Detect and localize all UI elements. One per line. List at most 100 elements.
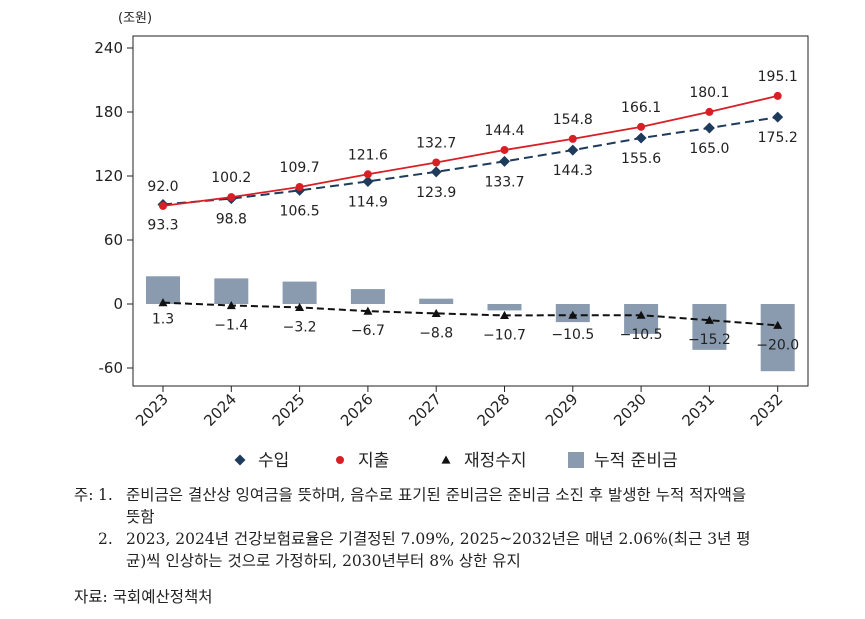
label-재정수지-2027: −8.8 <box>419 325 453 341</box>
x-tick-label: 2031 <box>678 390 718 430</box>
label-재정수지-2031: −15.2 <box>688 332 731 348</box>
label-지출-2032: 195.1 <box>758 69 798 85</box>
label-수입-2029: 144.3 <box>553 163 593 179</box>
label-지출-2024: 100.2 <box>211 170 251 186</box>
y-tick-label: -60 <box>99 359 124 377</box>
note-1-continued: 뜻함 <box>74 506 834 528</box>
legend-marker-재정수지 <box>441 455 451 464</box>
label-재정수지-2032: −20.0 <box>756 337 799 353</box>
point-재정수지-2028 <box>500 310 509 320</box>
chart: (조원) 240 180 120 60 0 -60 2023 2024 2025 2026 2027… <box>94 11 809 471</box>
x-tick-label: 2026 <box>337 390 377 430</box>
x-tick-label: 2023 <box>132 390 172 430</box>
line-지출 <box>162 95 778 207</box>
legend-marker-수입 <box>234 454 246 466</box>
note-2-continued: 균)씩 인상하는 것으로 가정하되, 2030년부터 8% 상한 유지 <box>74 550 834 572</box>
y-tick-label: 120 <box>94 167 123 185</box>
point-재정수지-2025 <box>295 302 305 312</box>
x-tick-label: 2029 <box>542 390 582 430</box>
label-재정수지-2025: −3.2 <box>283 319 317 335</box>
note-text: 준비금은 결산상 잉여금을 뜻하며, 음수로 표기된 준비금은 준비금 소진 후… <box>126 486 747 504</box>
y-tick-label: 0 <box>113 295 123 313</box>
unit-label: (조원) <box>118 11 152 26</box>
legend-label-수입: 수입 <box>258 451 289 471</box>
point-지출-2023 <box>159 201 167 210</box>
point-수입-2029 <box>567 144 579 156</box>
label-수입-2031: 165.0 <box>689 141 729 157</box>
legend-swatch-누적 준비금 <box>568 452 584 468</box>
line-재정수지 <box>162 301 778 327</box>
point-재정수지-2023 <box>158 298 168 307</box>
x-tick-label: 2024 <box>200 390 240 430</box>
note-number: 1. <box>98 486 113 504</box>
label-지출-2030: 166.1 <box>621 100 661 116</box>
point-수입-2026 <box>362 175 374 187</box>
point-지출-2026 <box>363 170 372 179</box>
y-tick-label: 240 <box>94 39 123 57</box>
point-재정수지-2030 <box>636 310 646 319</box>
point-지출-2031 <box>705 107 714 116</box>
label-지출-2027: 132.7 <box>416 135 456 151</box>
label-지출-2023: 92.0 <box>147 179 178 195</box>
note-prefix: 주: <box>74 486 94 504</box>
point-지출-2032 <box>773 91 782 100</box>
y-tick-label: 180 <box>94 103 123 121</box>
label-재정수지-2026: −6.7 <box>351 323 385 339</box>
point-수입-2032 <box>772 111 784 123</box>
point-재정수지-2024 <box>226 300 236 310</box>
x-tick-label: 2030 <box>610 390 650 430</box>
point-재정수지-2026 <box>363 306 373 315</box>
label-지출-2029: 154.8 <box>553 112 593 128</box>
data-labels: 92.0 93.3 1.3 100.2 98.8 −1.4 109.7 106.5 −3.2 12… <box>147 69 799 353</box>
label-수입-2030: 155.6 <box>621 151 661 167</box>
point-지출-2027 <box>432 158 441 167</box>
line-series <box>157 91 784 329</box>
legend-label-누적 준비금: 누적 준비금 <box>594 451 678 471</box>
x-tick-label: 2027 <box>405 390 445 430</box>
legend-label-지출: 지출 <box>358 451 389 471</box>
line-수입 <box>162 116 778 206</box>
point-지출-2028 <box>500 145 509 154</box>
label-재정수지-2030: −10.5 <box>620 327 663 343</box>
x-tick-label: 2025 <box>269 390 309 430</box>
source: 자료: 국회예산정책처 <box>74 588 213 606</box>
note-number: 2. <box>98 530 113 548</box>
point-재정수지-2031 <box>704 315 714 324</box>
label-지출-2025: 109.7 <box>280 160 320 176</box>
bar-2027 <box>419 298 454 304</box>
point-수입-2030 <box>635 132 647 144</box>
bar-2031 <box>692 304 727 350</box>
label-재정수지-2023: 1.3 <box>152 312 174 328</box>
point-재정수지-2032 <box>773 320 783 329</box>
point-지출-2025 <box>295 182 304 191</box>
point-지출-2029 <box>568 134 577 143</box>
label-재정수지-2029: −10.5 <box>551 327 594 343</box>
label-재정수지-2024: −1.4 <box>214 317 248 333</box>
bar-2025 <box>282 281 317 304</box>
point-재정수지-2027 <box>431 308 441 317</box>
note-1: 주: 1. 준비금은 결산상 잉여금을 뜻하며, 음수로 표기된 준비금은 준비… <box>74 484 834 506</box>
bar-2032 <box>760 304 795 372</box>
label-수입-2027: 123.9 <box>416 185 456 201</box>
y-tick-label: 60 <box>104 231 123 249</box>
point-재정수지-2029 <box>568 310 578 319</box>
x-tick-label: 2028 <box>474 390 514 430</box>
note-text: 2023, 2024년 건강보험료율은 기결정된 7.09%, 2025~203… <box>126 530 751 548</box>
label-수입-2023: 93.3 <box>147 217 178 233</box>
label-수입-2025: 106.5 <box>280 203 320 219</box>
label-재정수지-2028: −10.7 <box>483 327 526 343</box>
bar-2030 <box>624 304 659 334</box>
label-수입-2032: 175.2 <box>758 130 798 146</box>
plot-frame <box>132 35 809 387</box>
bar-2028 <box>487 304 522 311</box>
label-지출-2028: 144.4 <box>484 123 524 139</box>
label-수입-2026: 114.9 <box>348 194 388 210</box>
note-text: 뜻함 <box>126 508 155 526</box>
bar-2026 <box>350 289 385 304</box>
legend: 수입 지출 재정수지 누적 준비금 <box>234 451 678 471</box>
bar-2024 <box>214 278 249 304</box>
legend-marker-지출 <box>336 456 344 464</box>
x-tick-label: 2032 <box>747 390 787 430</box>
label-지출-2031: 180.1 <box>689 85 729 101</box>
label-지출-2026: 121.6 <box>348 147 388 163</box>
